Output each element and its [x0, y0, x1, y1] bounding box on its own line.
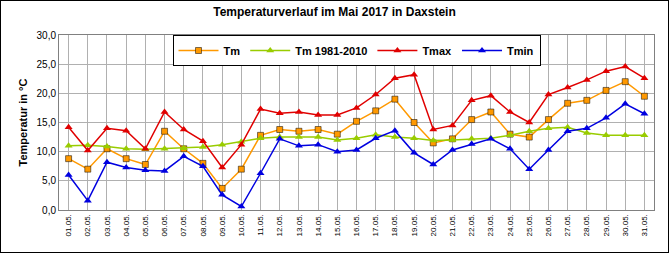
svg-text:10.05.: 10.05.: [237, 214, 246, 236]
svg-text:10,0: 10,0: [37, 146, 57, 157]
svg-text:26.05.: 26.05.: [544, 214, 553, 236]
svg-text:28.05.: 28.05.: [582, 214, 591, 236]
svg-text:25.05.: 25.05.: [525, 214, 534, 236]
svg-text:31.05.: 31.05.: [640, 214, 649, 236]
svg-text:25,0: 25,0: [37, 59, 57, 70]
svg-text:Temperaturverlauf im Mai 2017: Temperaturverlauf im Mai 2017 in Daxstei…: [213, 5, 456, 19]
svg-text:5,0: 5,0: [42, 175, 56, 186]
svg-text:20,0: 20,0: [37, 88, 57, 99]
svg-text:24.05.: 24.05.: [506, 214, 515, 236]
svg-text:05.05.: 05.05.: [141, 214, 150, 236]
svg-text:0,0: 0,0: [42, 205, 56, 216]
svg-text:11.05.: 11.05.: [256, 214, 265, 236]
svg-text:30,0: 30,0: [37, 30, 57, 41]
svg-text:20.05.: 20.05.: [429, 214, 438, 236]
svg-text:Tm: Tm: [224, 45, 241, 57]
svg-text:23.05.: 23.05.: [486, 214, 495, 236]
svg-text:30.05.: 30.05.: [621, 214, 630, 236]
svg-text:Temperatur in °C: Temperatur in °C: [17, 78, 29, 166]
svg-text:16.05.: 16.05.: [352, 214, 361, 236]
svg-text:06.05.: 06.05.: [160, 214, 169, 236]
svg-text:07.05.: 07.05.: [179, 214, 188, 236]
svg-text:12.05.: 12.05.: [275, 214, 284, 236]
svg-text:22.05.: 22.05.: [467, 214, 476, 236]
svg-text:03.05.: 03.05.: [103, 214, 112, 236]
svg-text:17.05.: 17.05.: [371, 214, 380, 236]
svg-text:15.05.: 15.05.: [333, 214, 342, 236]
svg-text:Tmin: Tmin: [507, 45, 534, 57]
svg-text:Tm 1981-2010: Tm 1981-2010: [295, 45, 367, 57]
svg-text:19.05.: 19.05.: [410, 214, 419, 236]
svg-text:Tmax: Tmax: [422, 45, 452, 57]
svg-text:08.05.: 08.05.: [199, 214, 208, 236]
svg-text:02.05.: 02.05.: [83, 214, 92, 236]
svg-text:13.05.: 13.05.: [295, 214, 304, 236]
svg-text:29.05.: 29.05.: [602, 214, 611, 236]
svg-text:04.05.: 04.05.: [122, 214, 131, 236]
svg-text:09.05.: 09.05.: [218, 214, 227, 236]
svg-text:15,0: 15,0: [37, 117, 57, 128]
svg-text:18.05.: 18.05.: [390, 214, 399, 236]
svg-text:21.05.: 21.05.: [448, 214, 457, 236]
svg-text:27.05.: 27.05.: [563, 214, 572, 236]
svg-text:01.05.: 01.05.: [64, 214, 73, 236]
svg-text:14.05.: 14.05.: [314, 214, 323, 236]
